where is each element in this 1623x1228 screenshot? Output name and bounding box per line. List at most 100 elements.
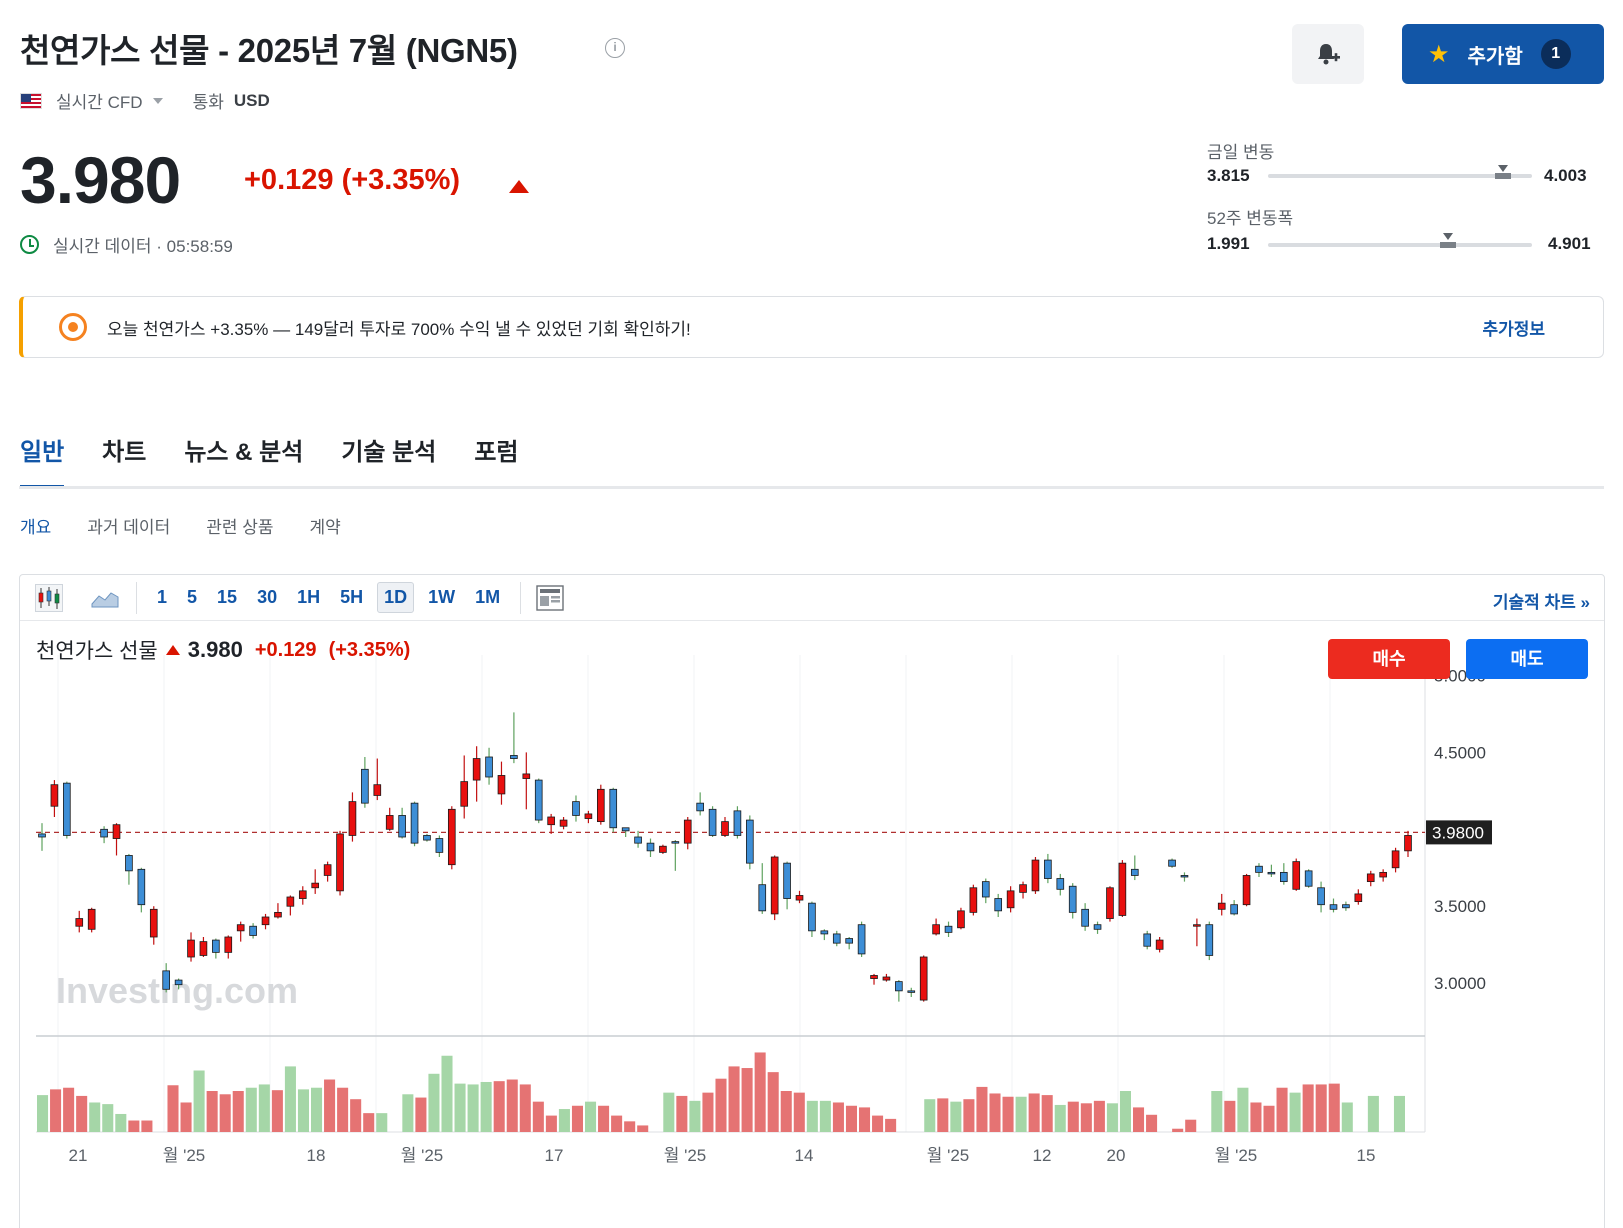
x-tick-label: 월 '25 bbox=[927, 1146, 970, 1165]
candle-body bbox=[1366, 873, 1375, 883]
candle-body bbox=[87, 908, 96, 930]
candle-body bbox=[1031, 859, 1040, 892]
candle-body bbox=[1143, 933, 1152, 947]
volume-bar bbox=[845, 1105, 857, 1132]
tab-chart[interactable]: 차트 bbox=[102, 439, 147, 466]
volume-bar bbox=[585, 1101, 597, 1132]
candle-body bbox=[522, 773, 531, 779]
promo-text: 오늘 천연가스 +3.35% — 149달러 투자로 700% 수익 낼 수 있… bbox=[107, 319, 691, 339]
tab-technical[interactable]: 기술 분석 bbox=[341, 439, 437, 466]
candle-body bbox=[435, 838, 444, 853]
volume-bar bbox=[245, 1087, 257, 1132]
up-arrow-icon bbox=[165, 645, 180, 655]
volume-bar bbox=[363, 1113, 375, 1132]
info-icon[interactable]: i bbox=[605, 38, 625, 58]
last-price: 3.980 bbox=[20, 143, 181, 217]
volume-bar bbox=[415, 1097, 427, 1132]
promo-banner[interactable]: 오늘 천연가스 +3.35% — 149달러 투자로 700% 수익 낼 수 있… bbox=[19, 296, 1604, 358]
y-tick-label: 3.5000 bbox=[1434, 897, 1486, 916]
volume-bar bbox=[128, 1120, 140, 1132]
area-chart-icon[interactable] bbox=[90, 583, 120, 613]
candle-body bbox=[212, 939, 220, 953]
week52-range-track bbox=[1268, 243, 1532, 247]
promo-more-link[interactable]: 추가정보 bbox=[1482, 319, 1545, 339]
subtab-historical[interactable]: 과거 데이터 bbox=[87, 518, 171, 537]
candle-body bbox=[969, 887, 978, 913]
chevron-down-icon[interactable] bbox=[152, 97, 163, 104]
candle-body bbox=[659, 845, 667, 853]
volume-bar bbox=[1237, 1087, 1249, 1132]
chart-price: 3.980 bbox=[187, 637, 243, 662]
candle-body bbox=[1379, 871, 1387, 878]
sell-button[interactable]: 매도 bbox=[1466, 639, 1588, 679]
buy-button[interactable]: 매수 bbox=[1328, 639, 1450, 679]
candle-body bbox=[224, 936, 233, 953]
candle-body bbox=[572, 801, 580, 816]
chart-toolbar: 1 5 15 30 1H 5H 1D 1W 1M 기술적 차트 » bbox=[20, 575, 1604, 621]
candle-body bbox=[683, 819, 692, 844]
volume-bar bbox=[624, 1121, 636, 1132]
volume-bar bbox=[598, 1105, 610, 1132]
volume-bar bbox=[1276, 1087, 1288, 1132]
candle-body bbox=[485, 756, 493, 778]
price-change: +0.129 (+3.35%) bbox=[244, 164, 461, 196]
add-to-watchlist-button[interactable]: ★ 추가함 1 bbox=[1402, 24, 1604, 84]
volume-bar bbox=[806, 1100, 818, 1132]
candle-body bbox=[671, 841, 680, 844]
candle-body bbox=[758, 884, 767, 912]
interval-1m[interactable]: 1M bbox=[475, 587, 501, 607]
tab-general[interactable]: 일반 bbox=[20, 432, 65, 489]
interval-1d[interactable]: 1D bbox=[377, 582, 415, 613]
subtab-related[interactable]: 관련 상품 bbox=[206, 518, 274, 537]
candle-body bbox=[460, 781, 469, 807]
interval-1h[interactable]: 1H bbox=[297, 587, 321, 607]
candle-body bbox=[907, 990, 916, 993]
candle-body bbox=[348, 801, 357, 836]
tabs-divider bbox=[19, 486, 1604, 489]
candle-body bbox=[845, 938, 853, 944]
us-flag-icon bbox=[20, 92, 42, 109]
volume-bar bbox=[1250, 1102, 1262, 1132]
interval-5[interactable]: 5 bbox=[187, 587, 198, 607]
candle-body bbox=[895, 981, 903, 992]
market-type-selector[interactable]: 실시간 CFD bbox=[56, 93, 143, 112]
subtab-overview[interactable]: 개요 bbox=[20, 518, 52, 537]
interval-30[interactable]: 30 bbox=[257, 587, 278, 607]
technical-chart-link[interactable]: 기술적 차트 » bbox=[1492, 593, 1590, 612]
candle-body bbox=[547, 816, 555, 826]
candlestick-icon[interactable] bbox=[34, 583, 64, 613]
candle-body bbox=[721, 821, 729, 836]
candle-body bbox=[410, 802, 419, 844]
volume-bar bbox=[115, 1113, 127, 1132]
layout-glyph bbox=[536, 584, 564, 611]
candle-body bbox=[559, 819, 568, 827]
candle-body bbox=[770, 856, 779, 915]
tab-forum[interactable]: 포럼 bbox=[474, 439, 519, 466]
volume-bar bbox=[519, 1084, 531, 1132]
interval-1w[interactable]: 1W bbox=[428, 587, 456, 607]
interval-5h[interactable]: 5H bbox=[340, 587, 364, 607]
volume-bar bbox=[1146, 1114, 1158, 1132]
add-alert-button[interactable] bbox=[1292, 24, 1364, 84]
current-price-tag bbox=[1426, 820, 1492, 845]
volume-bar bbox=[167, 1085, 179, 1132]
volume-bar bbox=[1041, 1095, 1053, 1132]
candle-body bbox=[733, 810, 742, 836]
interval-1[interactable]: 1 bbox=[157, 587, 168, 607]
add-label: 추가함 bbox=[1467, 45, 1523, 68]
layout-icon[interactable] bbox=[535, 583, 565, 613]
candlestick-chart[interactable]: Investing.com5.00004.50003.50003.00003.9… bbox=[20, 575, 1606, 1228]
y-tick-label: 4.5000 bbox=[1434, 743, 1486, 762]
tab-news[interactable]: 뉴스 & 분석 bbox=[184, 439, 304, 466]
x-tick-label: 월 '25 bbox=[1215, 1146, 1258, 1165]
interval-15[interactable]: 15 bbox=[217, 587, 238, 607]
clock-icon bbox=[20, 235, 39, 254]
subtab-contract[interactable]: 계약 bbox=[309, 518, 341, 537]
volume-bar bbox=[715, 1078, 727, 1132]
volume-bar bbox=[454, 1083, 466, 1132]
candle-body bbox=[373, 784, 382, 796]
x-tick-label: 14 bbox=[795, 1146, 814, 1165]
volume-bar bbox=[1302, 1084, 1314, 1132]
candle-body bbox=[1329, 904, 1338, 910]
candle-body bbox=[609, 788, 618, 829]
